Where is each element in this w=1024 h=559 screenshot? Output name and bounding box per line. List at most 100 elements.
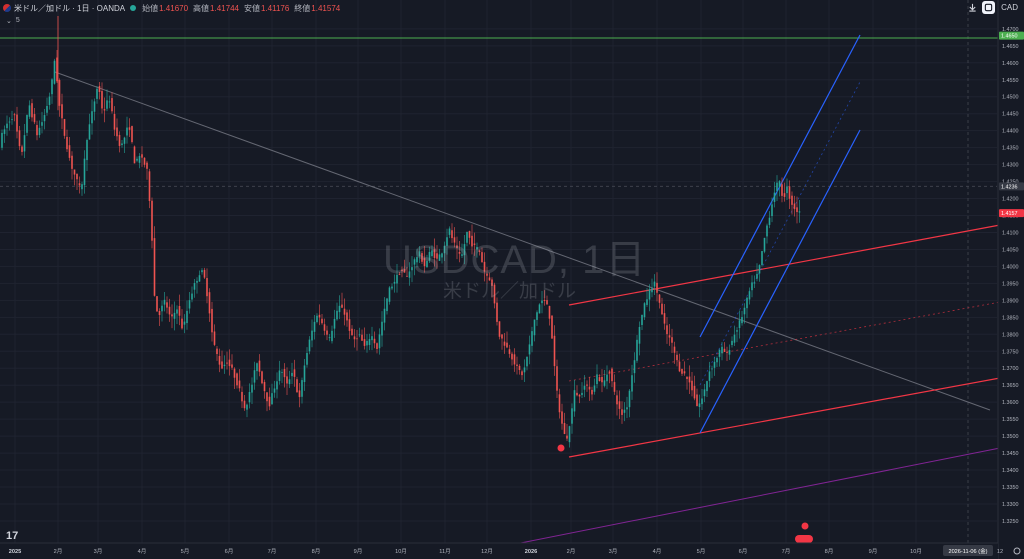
price-tick-label: 1.4550 bbox=[1002, 78, 1019, 84]
download-icon[interactable] bbox=[966, 1, 979, 14]
candle-body bbox=[598, 377, 601, 382]
candle-body bbox=[391, 286, 393, 289]
candle-body bbox=[656, 282, 658, 293]
candle-body bbox=[663, 313, 666, 324]
chevron-down-icon: ⌄ bbox=[6, 18, 12, 25]
tradingview-logo[interactable]: 17 bbox=[6, 530, 19, 542]
currency-button[interactable]: CAD bbox=[1001, 3, 1018, 12]
candle-body bbox=[376, 343, 378, 349]
time-tick-label: 9月 bbox=[869, 548, 878, 555]
candle-body bbox=[308, 339, 311, 352]
price-tick-label: 1.4700 bbox=[1002, 27, 1019, 33]
candle-body bbox=[586, 384, 588, 386]
price-tick-label: 1.3900 bbox=[1002, 298, 1019, 304]
candle-body bbox=[371, 336, 373, 341]
candle-body bbox=[191, 293, 193, 300]
candle-body bbox=[718, 349, 721, 357]
candle-body bbox=[513, 354, 516, 365]
candle-body bbox=[361, 334, 363, 341]
candle-body bbox=[618, 401, 621, 409]
candle-body bbox=[681, 369, 683, 374]
candle-body bbox=[556, 366, 558, 391]
price-label-tag bbox=[999, 209, 1024, 218]
candle-body bbox=[373, 338, 376, 344]
candle-body bbox=[661, 303, 663, 315]
time-tick-label: 2月 bbox=[54, 548, 63, 555]
candle-body bbox=[408, 271, 411, 278]
candle-body bbox=[36, 125, 38, 136]
candle-body bbox=[153, 238, 156, 296]
indicator-count: 5 bbox=[15, 17, 20, 24]
price-tick-label: 1.3800 bbox=[1002, 332, 1019, 338]
candle-body bbox=[683, 371, 686, 374]
price-tick-label: 1.4600 bbox=[1002, 61, 1019, 67]
symbol-legend[interactable]: 米ドル／加ドル · 1日 · OANDA bbox=[3, 3, 125, 14]
candle-body bbox=[173, 312, 176, 319]
candle-body bbox=[48, 96, 51, 105]
candle-body bbox=[8, 121, 11, 123]
purple-trendline bbox=[439, 447, 1001, 559]
candle-body bbox=[791, 195, 793, 205]
candle-body bbox=[288, 379, 291, 385]
time-tick-label: 2026 bbox=[525, 549, 537, 555]
price-tick-label: 1.3350 bbox=[1002, 485, 1019, 491]
ohlc-open: 始値1.41670 bbox=[142, 3, 189, 13]
candle-body bbox=[181, 318, 183, 329]
candle-body bbox=[468, 231, 471, 238]
candle-body bbox=[281, 372, 283, 373]
candle-body bbox=[23, 135, 26, 152]
candle-body bbox=[333, 318, 336, 329]
settings-icon bbox=[1013, 547, 1021, 555]
candle-body bbox=[6, 123, 8, 129]
candle-body bbox=[576, 392, 578, 396]
candles-layer bbox=[1, 16, 801, 448]
time-tick-label: 5月 bbox=[181, 548, 190, 555]
candle-body bbox=[526, 356, 528, 367]
candle-body bbox=[456, 245, 458, 249]
candle-body bbox=[611, 368, 613, 382]
candle-body bbox=[108, 101, 111, 103]
candle-body bbox=[668, 335, 671, 338]
price-tick-label: 1.4350 bbox=[1002, 146, 1019, 152]
candle-body bbox=[523, 367, 526, 373]
candle-body bbox=[261, 371, 263, 384]
candle-body bbox=[163, 299, 166, 305]
candle-body bbox=[226, 362, 228, 364]
candle-body bbox=[471, 235, 473, 247]
candle-body bbox=[341, 304, 343, 308]
price-tick-label: 1.3700 bbox=[1002, 366, 1019, 372]
candle-body bbox=[58, 79, 61, 106]
candle-body bbox=[653, 281, 656, 287]
candle-body bbox=[43, 115, 46, 122]
candle-body bbox=[731, 340, 733, 346]
candle-body bbox=[766, 225, 768, 237]
candle-body bbox=[166, 302, 168, 308]
time-tick-label: 7月 bbox=[782, 548, 791, 555]
candle-body bbox=[501, 334, 503, 339]
candle-body bbox=[161, 305, 163, 312]
maximize-icon[interactable] bbox=[982, 1, 996, 14]
candle-body bbox=[83, 158, 86, 186]
candle-body bbox=[463, 244, 466, 256]
candle-body bbox=[761, 251, 763, 265]
candle-body bbox=[133, 146, 136, 164]
candle-body bbox=[748, 291, 751, 300]
candle-body bbox=[146, 162, 148, 169]
indicators-toggle[interactable]: ⌄ 5 bbox=[6, 17, 20, 25]
candle-body bbox=[138, 156, 141, 163]
candle-body bbox=[436, 253, 438, 259]
candle-body bbox=[323, 324, 326, 331]
candle-body bbox=[403, 269, 406, 273]
candle-body bbox=[221, 361, 223, 369]
candle-body bbox=[273, 388, 276, 393]
crosshair-date-label: 2026-11-06 (金) bbox=[948, 547, 987, 555]
candle-body bbox=[746, 297, 748, 309]
candle-body bbox=[671, 337, 673, 343]
candle-body bbox=[136, 158, 138, 161]
candle-body bbox=[693, 385, 696, 399]
candle-body bbox=[401, 269, 403, 272]
candle-body bbox=[128, 127, 131, 130]
candle-body bbox=[38, 127, 41, 135]
candle-body bbox=[98, 86, 101, 92]
